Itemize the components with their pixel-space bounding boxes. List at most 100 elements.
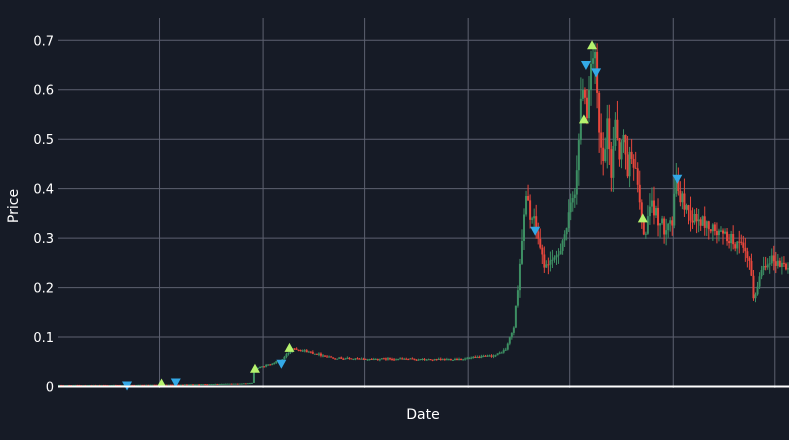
candle-body [535,216,538,232]
candle-body [326,356,329,358]
candle-body [354,358,357,360]
candle-body [728,241,731,244]
candle-body [236,383,239,385]
candle-body [261,366,264,368]
candle-body [754,294,757,299]
candle-body [405,358,408,360]
candle-body [137,384,140,386]
candle-body [321,355,324,357]
candle-body [693,213,696,223]
candle-body [78,384,81,386]
candle-body [334,358,337,360]
candle-body [328,356,331,358]
candle-body [204,384,207,386]
candle-body [187,384,190,386]
y-tick-label: 0 [46,381,54,396]
candle-body [228,383,231,385]
candle-body [401,358,404,360]
candle-body [240,383,243,385]
candle-body [480,356,483,358]
candle-body [719,230,722,232]
candle-body [421,358,424,360]
candle-body [587,90,590,119]
candle-body [752,275,755,299]
candle-body [634,167,637,169]
candle-body [482,355,485,357]
candle-body [618,138,621,160]
candle-body [218,383,221,385]
candle-body [705,221,708,228]
candle-body [730,233,733,244]
candle-body [592,58,595,64]
candle-body [376,358,379,360]
candle-body [622,134,625,143]
candle-body [315,353,318,355]
candle-body [297,349,300,351]
candle-body [283,356,286,360]
candle-body [604,149,607,162]
candle-body [652,200,655,216]
candle-body [98,384,101,386]
candle-body [153,384,156,386]
candle-body [494,355,497,357]
candle-body [338,357,341,359]
y-tick-label: 0.4 [33,183,54,198]
candle-body [230,383,233,385]
candle-body [624,134,627,155]
candle-body [687,205,690,211]
candle-body [393,359,396,361]
candle-body [427,359,430,361]
candle-body [60,384,63,386]
candle-body [133,384,136,386]
candle-body [744,247,747,252]
y-tick-label: 0.1 [33,331,54,346]
candle-body [620,142,623,160]
candle-body [671,220,674,226]
candle-body [423,358,426,360]
candle-body [267,364,270,366]
candle-body [309,351,312,353]
candle-body [478,357,481,359]
candle-body [409,358,412,360]
candle-body [151,384,154,386]
candle-body [764,265,767,268]
candle-body [336,358,339,360]
candle-body [366,359,369,361]
sell-marker [672,174,683,184]
candle-body [200,384,203,386]
candle-body [259,366,262,369]
candle-body [679,190,682,203]
candle-body [567,212,570,229]
candle-body [453,359,456,361]
grid [58,18,789,388]
candle-body [626,154,629,177]
candle-body [90,385,93,387]
candle-body [612,145,615,178]
candle-body [202,384,205,386]
candle-body [541,247,544,255]
candle-body [630,151,633,159]
candle-body [766,264,769,268]
candle-body [358,358,361,360]
candle-body [638,184,641,203]
candle-body [736,241,739,249]
candle-body [364,358,367,360]
candle-body [185,384,188,386]
candle-body [585,97,588,119]
candle-body [441,359,444,361]
candle-body [464,358,467,360]
candle-body [307,351,310,353]
candle-body [171,384,174,386]
candle-body [391,359,394,361]
buy-marker [284,342,295,352]
candle-body [697,219,700,222]
candle-body [449,359,452,361]
candle-body [667,223,670,231]
candle-body [149,384,152,386]
candle-body [102,384,105,386]
candle-body [368,358,371,360]
candle-body [348,357,351,359]
candle-body [770,255,773,264]
candle-body [636,168,639,185]
candle-body [644,233,647,235]
